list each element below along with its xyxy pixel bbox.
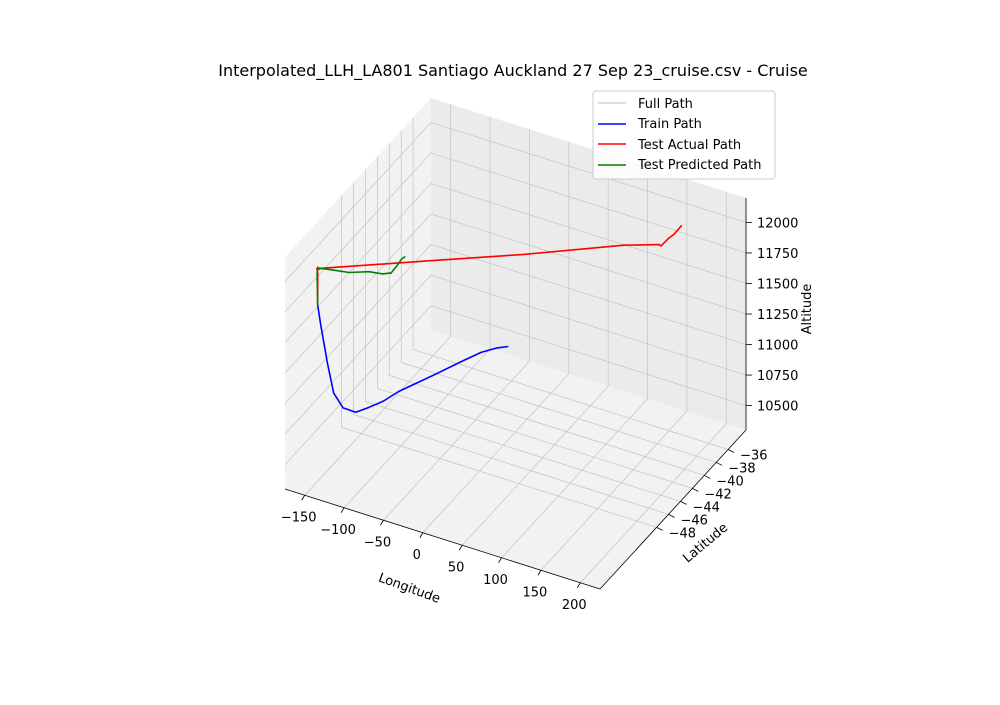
legend-frame — [592, 90, 776, 180]
y-tick-label: −36 — [740, 448, 767, 463]
grid-line-z — [284, 305, 747, 465]
grid-lines — [284, 104, 747, 584]
grid-line-z — [284, 244, 747, 404]
x-axis-line — [284, 488, 601, 590]
y-tick-mark — [727, 449, 735, 453]
x-tick-mark — [458, 545, 463, 551]
z-tick-label: 11250 — [757, 308, 798, 323]
grid-line-x — [461, 154, 609, 546]
x-tick-label: 150 — [523, 585, 548, 600]
tick-labels: −150−100−50050100150200−48−46−44−42−40−3… — [281, 216, 799, 612]
grid-line-y — [353, 182, 669, 515]
y-tick-label: −42 — [704, 487, 731, 502]
grid-line-x — [580, 191, 727, 584]
y-tick-label: −40 — [716, 474, 743, 489]
axis-panes — [285, 98, 746, 589]
grid-line-z — [284, 152, 747, 313]
y-tick-mark — [668, 514, 675, 518]
chart-title: Interpolated_LLH_LA801 Santiago Auckland… — [218, 61, 808, 81]
grid-line-x — [343, 116, 491, 509]
legend-label-train-path: Train Path — [637, 117, 702, 132]
x-tick-label: −150 — [281, 510, 317, 525]
data-series — [315, 224, 683, 414]
x-tick-mark — [419, 532, 424, 538]
z-tick-label: 11500 — [757, 277, 798, 292]
legend-label-test-predicted-path: Test Predicted Path — [637, 158, 761, 173]
grid-line-y — [376, 156, 693, 489]
legend-label-test-actual-path: Test Actual Path — [637, 138, 741, 153]
y-tick-label: −38 — [728, 461, 755, 476]
z-tick-label: 10500 — [757, 400, 798, 415]
y-tick-label: −44 — [692, 500, 719, 515]
legend: Full Path Train Path Test Actual Path Te… — [592, 90, 776, 180]
x-axis-label: Longitude — [376, 571, 442, 607]
y-tick-label: −46 — [681, 513, 708, 528]
x-tick-label: 50 — [448, 560, 465, 575]
y-tick-mark — [704, 475, 711, 479]
grid-line-y — [388, 143, 705, 476]
grid-line-z — [284, 121, 747, 282]
grid-line-x — [304, 104, 452, 496]
grid-line-x — [540, 179, 688, 571]
x-tick-label: −50 — [364, 535, 391, 550]
grid-line-z — [284, 274, 747, 435]
grid-line-z — [284, 213, 747, 374]
grid-line-y — [341, 195, 657, 528]
y-axis-line — [599, 429, 747, 590]
grid-line-y — [412, 117, 729, 450]
series-line-test-predicted-path — [316, 255, 406, 306]
x-tick-label: 100 — [483, 573, 508, 588]
z-tick-label: 11000 — [757, 339, 798, 354]
grid-line-x — [422, 141, 570, 534]
series-line-train-path — [316, 305, 509, 414]
z-tick-label: 10750 — [757, 369, 798, 384]
y-tick-mark — [680, 501, 687, 505]
x-tick-mark — [537, 570, 542, 576]
z-tick-label: 12000 — [757, 216, 798, 231]
x-tick-label: 0 — [413, 548, 421, 563]
grid-line-y — [364, 169, 681, 502]
z-axis-label: Altitude — [800, 284, 815, 335]
x-tick-mark — [340, 507, 345, 513]
legend-label-full-path: Full Path — [638, 97, 693, 112]
grid-line-y — [400, 130, 717, 463]
x-tick-label: 200 — [562, 598, 587, 613]
y-tick-mark — [692, 488, 699, 492]
x-tick-label: −100 — [320, 523, 356, 538]
grid-line-z — [284, 183, 747, 343]
y-tick-mark — [716, 462, 723, 466]
x-tick-mark — [301, 495, 306, 501]
y-tick-mark — [656, 526, 663, 531]
grid-line-x — [383, 129, 530, 521]
x-tick-mark — [576, 582, 581, 588]
x-tick-mark — [498, 557, 502, 563]
y-tick-label: −48 — [669, 526, 696, 541]
z-tick-label: 11750 — [757, 247, 798, 262]
floor-pane — [285, 330, 746, 589]
x-tick-mark — [380, 520, 384, 526]
